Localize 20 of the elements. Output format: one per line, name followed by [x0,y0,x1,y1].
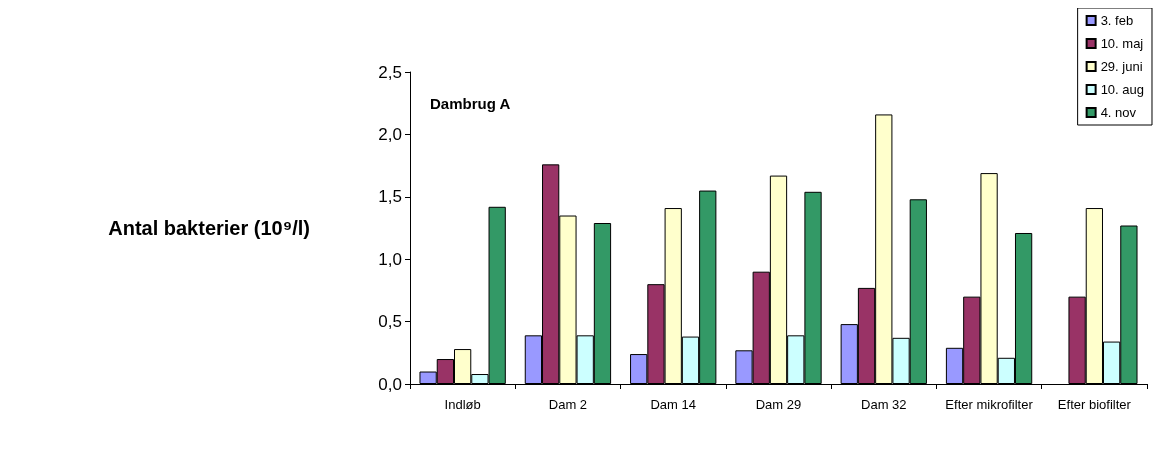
x-tick-label: Dam 14 [650,397,696,412]
y-tick-label: 1,5 [378,187,402,207]
y-axis-title: Antal bakterier (10⁹/l) [108,217,310,239]
legend-label: 10. maj [1100,36,1144,51]
x-tick-label: Indløb [444,397,481,412]
legend-label: 3. feb [1100,13,1134,28]
legend-label: 4. nov [1100,105,1137,120]
legend-label: 29. juni [1100,59,1143,74]
x-tick-label: Efter biofilter [1057,397,1132,412]
x-tick-label: Dam 29 [755,397,802,412]
y-tick-label: 2,5 [378,62,402,82]
legend-label: 10. aug [1100,82,1144,97]
x-tick-label: Efter mikrofilter [945,397,1034,412]
y-tick-label: 0,0 [378,374,402,394]
x-tick-label: Dam 2 [548,397,588,412]
x-tick-label: Dam 32 [861,397,907,412]
y-tick-label: 1,0 [378,249,402,269]
y-tick-label: 0,5 [378,312,402,332]
annotation: Dambrug A [430,95,511,112]
y-tick-label: 2,0 [378,124,402,144]
